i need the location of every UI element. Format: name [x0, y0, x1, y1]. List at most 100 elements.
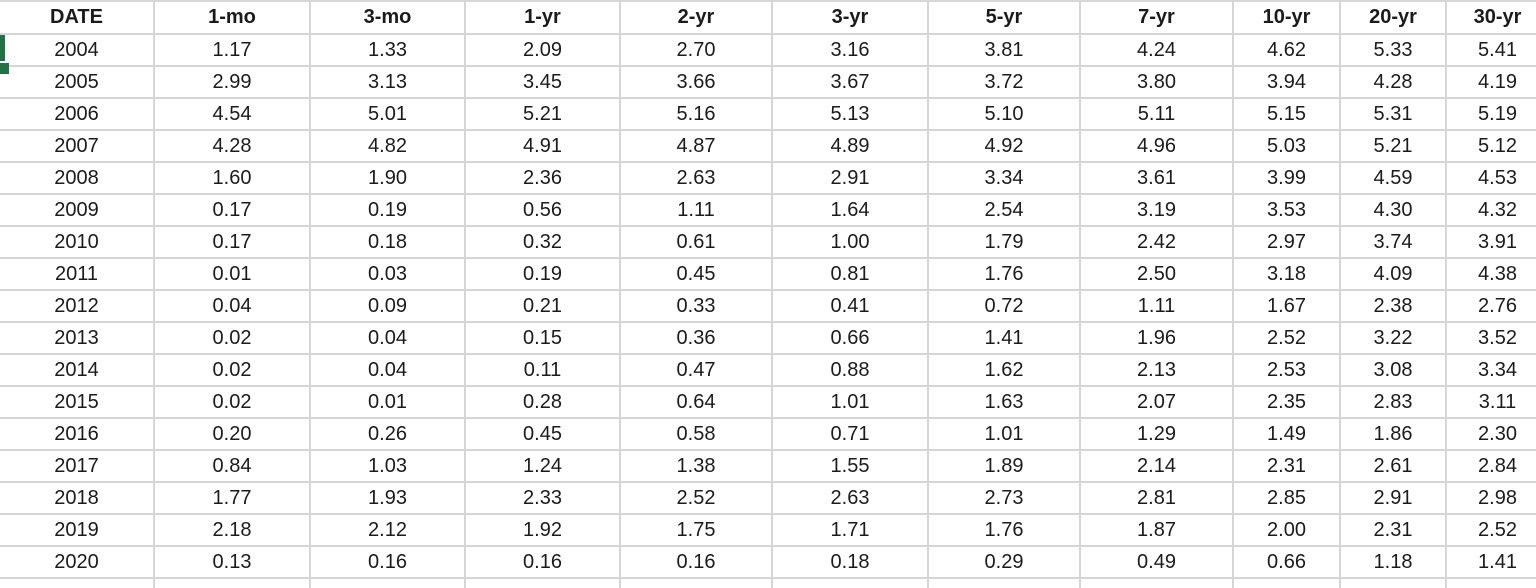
value-cell[interactable]: 1.90 [310, 162, 466, 195]
value-cell[interactable]: 1.41 [928, 322, 1081, 355]
value-cell[interactable]: 2.63 [620, 162, 773, 195]
value-cell[interactable]: 2.85 [1233, 482, 1341, 515]
value-cell[interactable]: 1.18 [1340, 546, 1447, 579]
empty-cell[interactable] [154, 578, 311, 588]
value-cell[interactable]: 4.87 [620, 130, 773, 163]
value-cell[interactable]: 0.81 [772, 258, 929, 291]
value-cell[interactable]: 0.88 [772, 354, 929, 387]
column-header[interactable]: 5-yr [928, 1, 1081, 35]
value-cell[interactable]: 2.70 [620, 34, 773, 67]
value-cell[interactable]: 4.28 [1340, 66, 1447, 99]
empty-cell[interactable] [620, 578, 773, 588]
value-cell[interactable]: 0.01 [310, 386, 466, 419]
column-header[interactable]: 3-mo [310, 1, 466, 35]
value-cell[interactable]: 2.12 [310, 514, 466, 547]
value-cell[interactable]: 5.10 [928, 98, 1081, 131]
value-cell[interactable]: 1.03 [310, 450, 466, 483]
empty-cell[interactable] [1446, 578, 1536, 588]
value-cell[interactable]: 5.31 [1340, 98, 1447, 131]
value-cell[interactable]: 3.53 [1233, 194, 1341, 227]
value-cell[interactable]: 4.96 [1080, 130, 1234, 163]
value-cell[interactable]: 2.61 [1340, 450, 1447, 483]
value-cell[interactable]: 4.82 [310, 130, 466, 163]
value-cell[interactable]: 0.29 [928, 546, 1081, 579]
value-cell[interactable]: 3.99 [1233, 162, 1341, 195]
value-cell[interactable]: 0.61 [620, 226, 773, 259]
value-cell[interactable]: 1.29 [1080, 418, 1234, 451]
value-cell[interactable]: 1.01 [772, 386, 929, 419]
value-cell[interactable]: 4.91 [465, 130, 621, 163]
value-cell[interactable]: 3.16 [772, 34, 929, 67]
value-cell[interactable]: 0.09 [310, 290, 466, 323]
value-cell[interactable]: 3.13 [310, 66, 466, 99]
value-cell[interactable]: 2.18 [154, 514, 311, 547]
value-cell[interactable]: 2.53 [1233, 354, 1341, 387]
value-cell[interactable]: 1.11 [620, 194, 773, 227]
value-cell[interactable]: 1.17 [154, 34, 311, 67]
value-cell[interactable]: 2.76 [1446, 290, 1536, 323]
value-cell[interactable]: 5.13 [772, 98, 929, 131]
year-cell[interactable]: 2016 [0, 418, 155, 451]
value-cell[interactable]: 4.92 [928, 130, 1081, 163]
value-cell[interactable]: 2.33 [465, 482, 621, 515]
empty-cell[interactable] [928, 578, 1081, 588]
year-cell[interactable]: 2008 [0, 162, 155, 195]
value-cell[interactable]: 5.15 [1233, 98, 1341, 131]
value-cell[interactable]: 0.66 [1233, 546, 1341, 579]
value-cell[interactable]: 2.63 [772, 482, 929, 515]
value-cell[interactable]: 2.52 [1446, 514, 1536, 547]
value-cell[interactable]: 1.60 [154, 162, 311, 195]
value-cell[interactable]: 2.73 [928, 482, 1081, 515]
value-cell[interactable]: 0.32 [465, 226, 621, 259]
value-cell[interactable]: 2.07 [1080, 386, 1234, 419]
year-cell[interactable]: 2011 [0, 258, 155, 291]
value-cell[interactable]: 2.13 [1080, 354, 1234, 387]
empty-cell[interactable] [0, 578, 155, 588]
empty-cell[interactable] [772, 578, 929, 588]
value-cell[interactable]: 1.41 [1446, 546, 1536, 579]
value-cell[interactable]: 3.66 [620, 66, 773, 99]
value-cell[interactable]: 2.35 [1233, 386, 1341, 419]
year-cell[interactable]: 2017 [0, 450, 155, 483]
value-cell[interactable]: 3.34 [928, 162, 1081, 195]
value-cell[interactable]: 2.98 [1446, 482, 1536, 515]
value-cell[interactable]: 0.49 [1080, 546, 1234, 579]
value-cell[interactable]: 1.67 [1233, 290, 1341, 323]
year-cell[interactable]: 2015 [0, 386, 155, 419]
column-header[interactable]: 1-yr [465, 1, 621, 35]
value-cell[interactable]: 0.45 [465, 418, 621, 451]
value-cell[interactable]: 2.52 [1233, 322, 1341, 355]
value-cell[interactable]: 2.83 [1340, 386, 1447, 419]
empty-cell[interactable] [1080, 578, 1234, 588]
empty-cell[interactable] [310, 578, 466, 588]
value-cell[interactable]: 1.89 [928, 450, 1081, 483]
value-cell[interactable]: 3.74 [1340, 226, 1447, 259]
value-cell[interactable]: 0.16 [310, 546, 466, 579]
value-cell[interactable]: 2.84 [1446, 450, 1536, 483]
value-cell[interactable]: 2.14 [1080, 450, 1234, 483]
column-header[interactable]: 3-yr [772, 1, 929, 35]
value-cell[interactable]: 2.31 [1340, 514, 1447, 547]
value-cell[interactable]: 3.45 [465, 66, 621, 99]
value-cell[interactable]: 3.52 [1446, 322, 1536, 355]
value-cell[interactable]: 2.30 [1446, 418, 1536, 451]
year-cell[interactable]: 2010 [0, 226, 155, 259]
value-cell[interactable]: 1.92 [465, 514, 621, 547]
value-cell[interactable]: 0.41 [772, 290, 929, 323]
value-cell[interactable]: 0.16 [620, 546, 773, 579]
year-cell[interactable]: 2013 [0, 322, 155, 355]
value-cell[interactable]: 5.33 [1340, 34, 1447, 67]
value-cell[interactable]: 0.04 [310, 354, 466, 387]
value-cell[interactable]: 2.00 [1233, 514, 1341, 547]
year-cell[interactable]: 2012 [0, 290, 155, 323]
value-cell[interactable]: 0.84 [154, 450, 311, 483]
empty-cell[interactable] [465, 578, 621, 588]
value-cell[interactable]: 2.38 [1340, 290, 1447, 323]
value-cell[interactable]: 0.20 [154, 418, 311, 451]
column-header[interactable]: 7-yr [1080, 1, 1234, 35]
value-cell[interactable]: 3.72 [928, 66, 1081, 99]
value-cell[interactable]: 2.52 [620, 482, 773, 515]
value-cell[interactable]: 2.97 [1233, 226, 1341, 259]
value-cell[interactable]: 0.19 [310, 194, 466, 227]
value-cell[interactable]: 3.18 [1233, 258, 1341, 291]
